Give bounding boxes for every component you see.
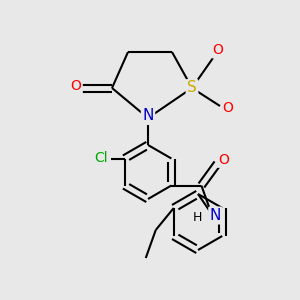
Text: O: O [213, 43, 224, 57]
Text: H: H [193, 211, 202, 224]
Text: Cl: Cl [94, 152, 107, 166]
Text: O: O [70, 79, 81, 93]
Text: N: N [210, 208, 221, 223]
Text: O: O [218, 152, 229, 167]
Text: N: N [142, 109, 154, 124]
Text: S: S [187, 80, 197, 95]
Text: O: O [223, 101, 233, 115]
